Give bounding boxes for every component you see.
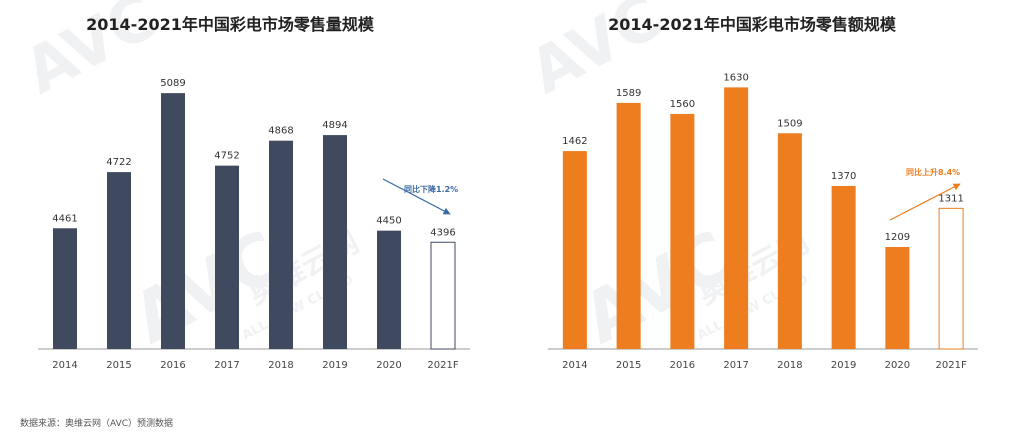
chart-title-volume: 2014-2021年中国彩电市场零售量规模: [86, 15, 375, 34]
bar-chart-volume: 4461 2014 4722 2015 5089 2016 4752 2017 4868 2018…: [38, 78, 470, 371]
x-tick-label: 2015: [106, 360, 131, 371]
x-tick-label: 2019: [322, 360, 347, 371]
bar-value-label: 4868: [268, 126, 293, 137]
data-source-note: 数据来源：奥维云网（AVC）预测数据: [20, 419, 174, 429]
watermark-right: AVC AVC 奥维云网 ALL VIEW CLOUD: [518, 0, 815, 360]
x-tick-label: 2016: [160, 360, 185, 371]
trend-arrow-up: [889, 183, 961, 221]
bar-value-label: 4396: [430, 227, 455, 238]
chart-title-amount: 2014-2021年中国彩电市场零售额规模: [608, 15, 897, 34]
trend-arrow-down: [382, 178, 451, 215]
bar-value-label: 1630: [723, 72, 748, 83]
bar-forecast: [430, 241, 456, 350]
bar: [831, 185, 856, 349]
bar: [215, 165, 239, 349]
bar-value-label: 4752: [214, 151, 239, 162]
annotation-amount: 同比上升8.4%: [889, 167, 961, 221]
bar-value-label: 1209: [885, 232, 910, 243]
annotation-volume-text: 同比下降1.2%: [404, 184, 458, 194]
x-tick-label: 2018: [268, 360, 293, 371]
x-tick-label: 2014: [562, 360, 587, 371]
bar: [885, 247, 910, 349]
bar: [724, 87, 749, 349]
bar: [377, 230, 401, 349]
bar: [161, 93, 185, 349]
annotation-volume: 同比下降1.2%: [382, 178, 458, 215]
bar: [53, 228, 77, 349]
bar: [670, 113, 695, 350]
bar-value-label: 1311: [938, 193, 963, 204]
bar-value-label: 4894: [322, 120, 347, 131]
x-tick-label: 2016: [670, 360, 695, 371]
bar: [323, 135, 347, 349]
bar-chart-amount: 1462 2014 1589 2015 1560 2016 1630 2017 1509 2018…: [548, 72, 978, 371]
bar-value-label: 1589: [616, 88, 641, 99]
bar-value-label: 1509: [777, 118, 802, 129]
bar-value-label: 1370: [831, 171, 856, 182]
bar-value-label: 1462: [562, 136, 587, 147]
bar: [107, 172, 131, 349]
bar-value-label: 5089: [160, 78, 185, 89]
annotation-amount-text: 同比上升8.4%: [906, 167, 960, 177]
x-tick-label: 2017: [723, 360, 748, 371]
bar-value-label: 1560: [670, 99, 695, 110]
x-tick-label: 2019: [831, 360, 856, 371]
bar-value-label: 4722: [106, 157, 131, 168]
x-tick-label: 2020: [885, 360, 910, 371]
x-tick-label: 2017: [214, 360, 239, 371]
bar: [269, 140, 293, 349]
x-tick-label: 2021F: [936, 360, 967, 371]
x-tick-label: 2020: [376, 360, 401, 371]
x-tick-label: 2015: [616, 360, 641, 371]
bar: [562, 151, 587, 349]
bar-forecast: [938, 207, 964, 350]
bar: [616, 102, 641, 349]
bar: [777, 133, 802, 349]
x-tick-label: 2021F: [427, 360, 458, 371]
x-tick-label: 2014: [52, 360, 77, 371]
bar-value-label: 4461: [52, 213, 77, 224]
bar-value-label: 4450: [376, 216, 401, 227]
x-tick-label: 2018: [777, 360, 802, 371]
